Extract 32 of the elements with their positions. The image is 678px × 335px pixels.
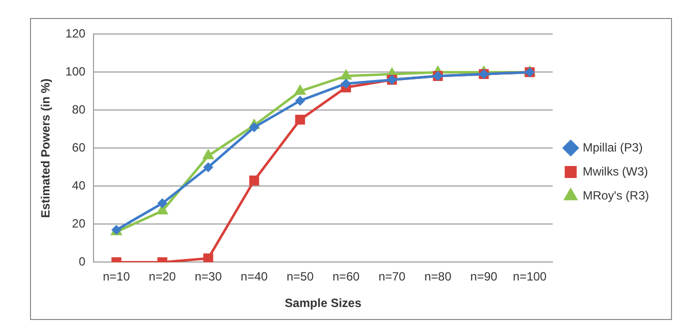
y-tick-label: 60: [72, 140, 86, 155]
point: [203, 162, 214, 172]
point: [295, 114, 306, 125]
point: [203, 253, 214, 262]
x-tick-label: n=90: [470, 270, 498, 284]
y-tick-label: 0: [78, 254, 86, 269]
point: [249, 176, 260, 186]
x-tick-label: n=10: [102, 270, 130, 284]
legend-label: MRoy's (R3): [582, 188, 650, 202]
x-tick-label: n=80: [424, 270, 452, 284]
x-tick-label: n=70: [378, 270, 406, 284]
point: [294, 84, 306, 95]
y-tick-label: 120: [65, 26, 86, 41]
x-tick-label: n=20: [148, 270, 176, 284]
x-tick-label: n=50: [286, 270, 314, 284]
point: [341, 78, 352, 89]
legend-label: Mwilks (W3): [582, 164, 648, 178]
point: [295, 96, 306, 106]
point: [202, 148, 214, 160]
x-tick-label: n=60: [332, 270, 360, 284]
x-tick-label: n=30: [194, 270, 222, 284]
y-axis-title: Estimated Powers (in %): [38, 78, 53, 218]
point: [157, 198, 168, 208]
point: [249, 122, 260, 132]
y-tick-label: 100: [65, 64, 86, 79]
x-tick-label: n=100: [512, 270, 547, 284]
y-tick-label: 80: [72, 102, 86, 117]
y-tick-label: 40: [72, 178, 86, 193]
x-tick-label: n=40: [240, 270, 268, 284]
legend-label: Mpillai (P3): [582, 140, 643, 154]
y-tick-label: 20: [72, 216, 86, 231]
x-axis-title: Sample Sizes: [284, 296, 362, 310]
